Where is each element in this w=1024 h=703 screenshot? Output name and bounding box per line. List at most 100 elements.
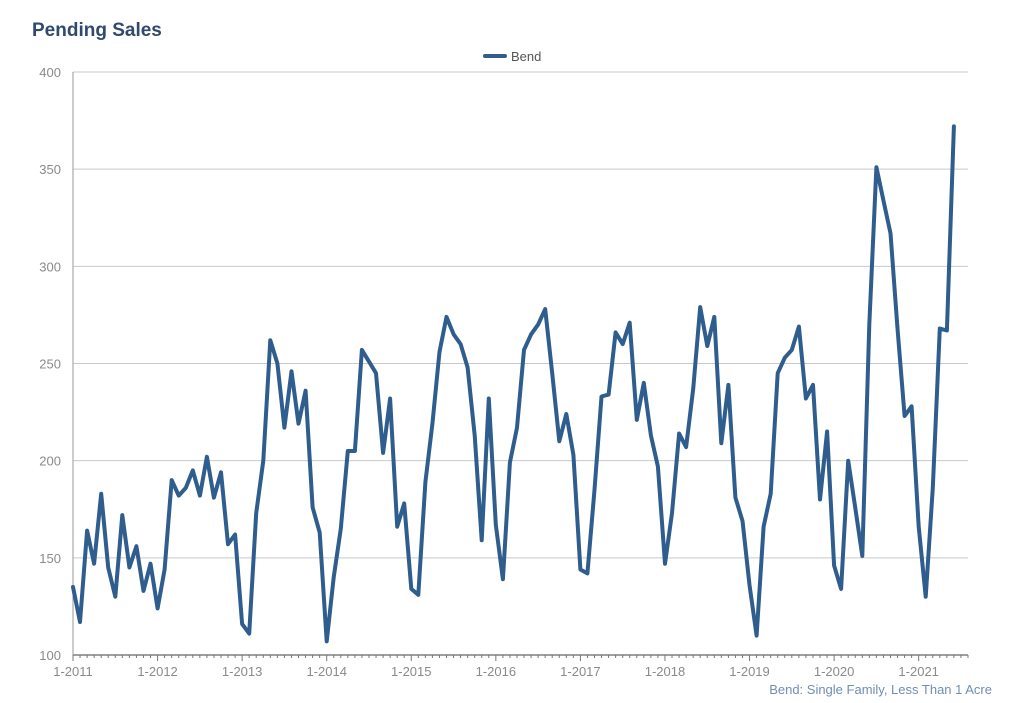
x-tick-label-1-2019: 1-2019 <box>729 664 769 679</box>
data-point <box>635 418 639 422</box>
x-tick-label-1-2013: 1-2013 <box>222 664 262 679</box>
data-point <box>726 383 730 387</box>
data-point <box>508 461 512 465</box>
data-point <box>607 393 611 397</box>
data-point <box>282 426 286 430</box>
data-point <box>113 595 117 599</box>
data-point <box>522 348 526 352</box>
data-point <box>649 433 653 437</box>
data-point <box>332 575 336 579</box>
data-point <box>776 371 780 375</box>
data-point <box>931 486 935 490</box>
data-point <box>881 198 885 202</box>
data-point <box>663 562 667 566</box>
data-point <box>614 330 618 334</box>
data-point <box>917 525 921 529</box>
legend-label-bend: Bend <box>511 49 541 64</box>
data-point <box>134 544 138 548</box>
data-point <box>924 595 928 599</box>
data-point <box>409 587 413 591</box>
data-point <box>733 496 737 500</box>
data-point <box>628 321 632 325</box>
y-tick-label-350: 350 <box>39 162 61 177</box>
data-point <box>825 430 829 434</box>
data-point <box>205 455 209 459</box>
data-point <box>712 315 716 319</box>
x-tick-label-1-2016: 1-2016 <box>476 664 516 679</box>
data-point <box>430 422 434 426</box>
data-point <box>184 486 188 490</box>
data-point <box>896 327 900 331</box>
data-point <box>755 634 759 638</box>
data-point <box>529 332 533 336</box>
data-point <box>846 459 850 463</box>
data-point <box>395 525 399 529</box>
x-tick-label-1-2012: 1-2012 <box>137 664 177 679</box>
footnote: Bend: Single Family, Less Than 1 Acre <box>769 682 992 697</box>
data-point <box>543 307 547 311</box>
data-point <box>233 533 237 537</box>
data-point <box>839 587 843 591</box>
x-tick-label-1-2017: 1-2017 <box>560 664 600 679</box>
data-point <box>656 465 660 469</box>
data-point <box>127 566 131 570</box>
data-point <box>438 350 442 354</box>
y-tick-label-250: 250 <box>39 357 61 372</box>
data-point <box>501 577 505 581</box>
data-point <box>811 383 815 387</box>
data-point <box>346 449 350 453</box>
data-point <box>748 583 752 587</box>
data-point <box>191 468 195 472</box>
data-point <box>698 305 702 309</box>
data-point <box>212 496 216 500</box>
data-point <box>459 342 463 346</box>
data-point <box>261 459 265 463</box>
data-point <box>142 589 146 593</box>
y-tick-label-100: 100 <box>39 648 61 663</box>
y-tick-label-400: 400 <box>39 65 61 80</box>
data-point <box>783 356 787 360</box>
data-point <box>402 501 406 505</box>
data-point <box>853 505 857 509</box>
grid-lines <box>73 71 968 559</box>
data-point <box>705 344 709 348</box>
data-point <box>797 325 801 329</box>
data-point <box>473 433 477 437</box>
data-point <box>367 360 371 364</box>
data-point <box>177 494 181 498</box>
data-point <box>691 387 695 391</box>
data-point <box>120 513 124 517</box>
x-tick-label-1-2015: 1-2015 <box>391 664 431 679</box>
data-point <box>247 632 251 636</box>
chart-title: Pending Sales <box>32 20 162 41</box>
data-point <box>388 397 392 401</box>
data-point <box>290 369 294 373</box>
y-tick-label-300: 300 <box>39 259 61 274</box>
data-point <box>945 329 949 333</box>
data-point <box>874 165 878 169</box>
data-point <box>762 525 766 529</box>
data-point <box>423 480 427 484</box>
data-point <box>903 414 907 418</box>
data-point <box>952 124 956 128</box>
data-point <box>254 511 258 515</box>
y-tick-label-150: 150 <box>39 551 61 566</box>
data-point <box>593 488 597 492</box>
y-axis-tick-labels: 100 150 200 250 300 350 400 <box>39 65 61 663</box>
data-point <box>494 523 498 527</box>
data-point <box>353 449 357 453</box>
series-bend <box>71 124 956 644</box>
data-point <box>818 498 822 502</box>
data-point <box>910 404 914 408</box>
x-tick-label-1-2011: 1-2011 <box>53 664 93 679</box>
data-point <box>149 562 153 566</box>
data-point <box>219 470 223 474</box>
x-tick-label-1-2018: 1-2018 <box>645 664 685 679</box>
data-point <box>832 564 836 568</box>
data-point <box>889 231 893 235</box>
data-point <box>170 478 174 482</box>
series-line-bend <box>71 124 956 644</box>
data-point <box>416 593 420 597</box>
x-tick-label-1-2014: 1-2014 <box>306 664 346 679</box>
